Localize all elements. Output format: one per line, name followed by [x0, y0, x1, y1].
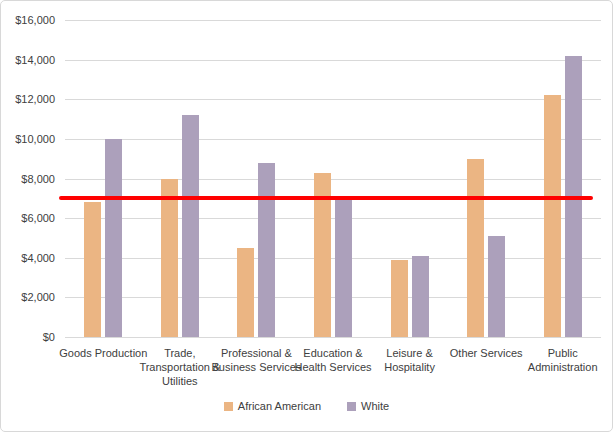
gridline	[65, 179, 601, 180]
gridline	[65, 60, 601, 61]
legend-item: African American	[224, 400, 321, 412]
bar-african-american	[391, 260, 408, 337]
bar-white	[105, 139, 122, 337]
gridline	[65, 99, 601, 100]
legend-item: White	[347, 400, 389, 412]
bar-white	[258, 163, 275, 337]
bar-african-american	[161, 179, 178, 338]
y-tick-label: $0	[1, 330, 55, 344]
bar-african-american	[544, 95, 561, 337]
y-tick-label: $14,000	[1, 53, 55, 67]
legend-label: White	[361, 400, 389, 412]
y-tick-label: $6,000	[1, 211, 55, 225]
gridline	[65, 218, 601, 219]
bar-african-american	[467, 159, 484, 337]
bar-white	[182, 115, 199, 337]
bar-white	[488, 236, 505, 337]
gridline	[65, 258, 601, 259]
y-tick-label: $12,000	[1, 92, 55, 106]
bar-white	[412, 256, 429, 337]
y-tick-label: $8,000	[1, 172, 55, 186]
y-tick-label: $16,000	[1, 13, 55, 27]
y-tick-label: $2,000	[1, 290, 55, 304]
bar-african-american	[237, 248, 254, 337]
gridline	[65, 337, 601, 338]
y-tick-label: $4,000	[1, 251, 55, 265]
legend-swatch	[347, 402, 356, 411]
gridline	[65, 139, 601, 140]
legend: African American White	[1, 400, 612, 412]
legend-label: African American	[238, 400, 321, 412]
plot-area	[65, 20, 601, 337]
y-axis: $0 $2,000 $4,000 $6,000 $8,000 $10,000 $12,000…	[1, 1, 59, 361]
x-axis: Goods ProductionTrade, Transportation & …	[65, 346, 601, 394]
legend-swatch	[224, 402, 233, 411]
gridline	[65, 297, 601, 298]
bar-african-american	[84, 202, 101, 337]
bar-white	[335, 198, 352, 337]
y-tick-label: $10,000	[1, 132, 55, 146]
gridline	[65, 20, 601, 21]
reference-line	[59, 196, 593, 200]
grouped-bar-chart: $0 $2,000 $4,000 $6,000 $8,000 $10,000 $12,000…	[0, 0, 613, 432]
x-category-label: Public Administration	[517, 346, 609, 374]
